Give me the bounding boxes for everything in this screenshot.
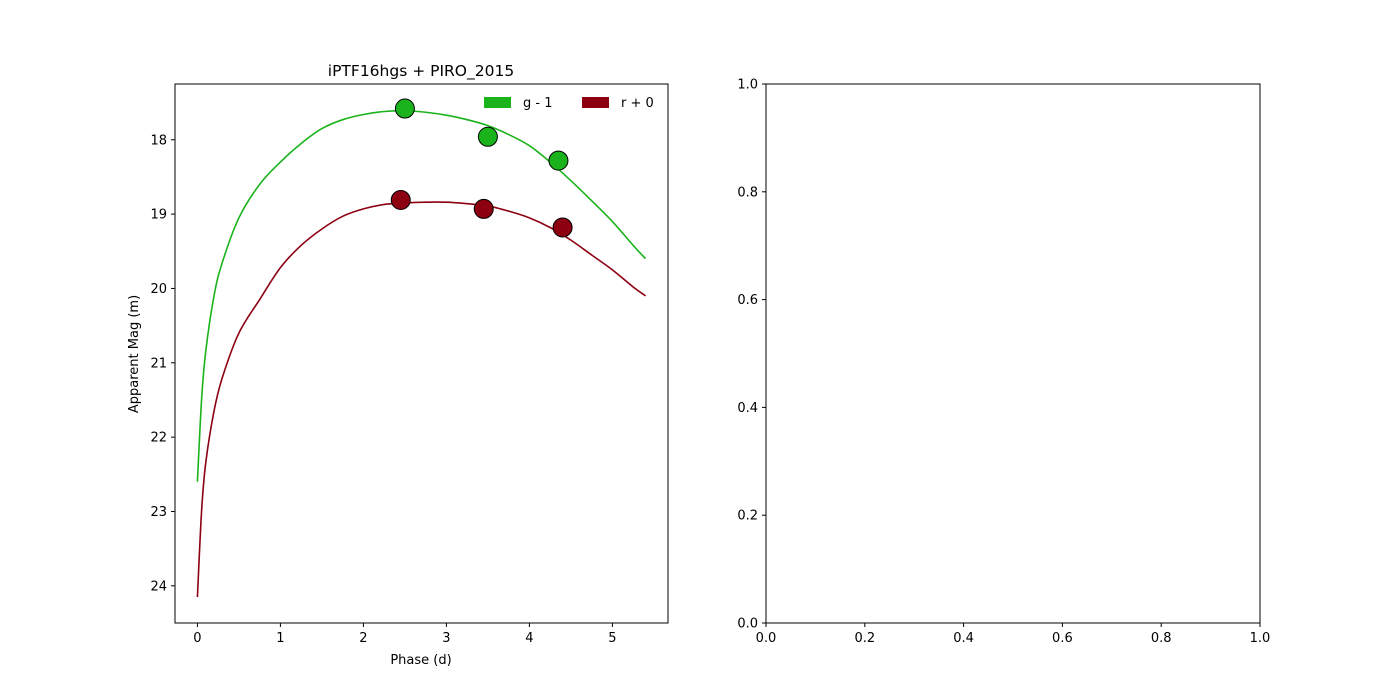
- observation-point: [477, 126, 498, 147]
- y-tick-label: 23: [150, 505, 167, 520]
- y-tick-label: 22: [150, 431, 167, 446]
- y-tick-label: 0.6: [737, 293, 758, 308]
- y-tick-label: 19: [150, 208, 167, 223]
- y-tick-label: 24: [150, 579, 167, 594]
- x-tick-label: 0.6: [1052, 631, 1073, 646]
- y-tick-label: 0.2: [737, 509, 758, 524]
- observation-point: [552, 217, 573, 238]
- observation-point: [473, 198, 494, 219]
- y-tick-label: 21: [150, 356, 167, 371]
- plot-area: [196, 98, 647, 598]
- model-curve-0: [196, 109, 647, 482]
- y-tick-label: 0.0: [737, 617, 758, 632]
- legend-label: r + 0: [621, 96, 654, 111]
- x-tick-label: 4: [525, 631, 533, 646]
- x-tick-label: 0.2: [854, 631, 875, 646]
- legend-swatch: [582, 97, 609, 108]
- x-tick-label: 1.0: [1250, 631, 1271, 646]
- x-tick-label: 0.8: [1151, 631, 1172, 646]
- x-axis-label: Phase (d): [390, 653, 451, 668]
- y-tick-label: 0.8: [737, 185, 758, 200]
- x-tick-label: 0.4: [953, 631, 974, 646]
- observation-point: [548, 150, 569, 171]
- y-tick-label: 1.0: [737, 78, 758, 93]
- legend-label: g - 1: [523, 96, 552, 111]
- y-axis-label: Apparent Mag (m): [127, 295, 142, 413]
- empty-axes: 0.0 0.2 0.4 0.6 0.8 1.0 0.0 0.2 0.4 0.6 0.8 1.0: [737, 78, 1270, 647]
- y-tick-label: 18: [150, 133, 167, 148]
- x-tick-label: 2: [359, 631, 367, 646]
- tick-marks-right: 0.0 0.2 0.4 0.6 0.8 1.0 0.0 0.2 0.4 0.6 0.8 1.0: [737, 78, 1270, 647]
- axes-frame: [174, 83, 669, 624]
- x-tick-label: 5: [608, 631, 616, 646]
- observation-point: [394, 98, 415, 119]
- chart-title: iPTF16hgs + PIRO_2015: [328, 62, 514, 81]
- legend-swatch: [484, 97, 511, 108]
- y-tick-label: 20: [150, 282, 167, 297]
- x-tick-label: 0: [193, 631, 201, 646]
- x-tick-label: 1: [276, 631, 284, 646]
- axes-frame-right: [765, 83, 1261, 624]
- x-tick-label: 3: [442, 631, 450, 646]
- lightcurve-axes: iPTF16hgs + PIRO_2015 0 1 2 3 4 5181920212223…: [127, 62, 669, 668]
- x-tick-label: 0.0: [756, 631, 777, 646]
- observation-point: [390, 189, 411, 210]
- legend: g - 1 r + 0: [484, 96, 654, 111]
- y-tick-label: 0.4: [737, 401, 758, 416]
